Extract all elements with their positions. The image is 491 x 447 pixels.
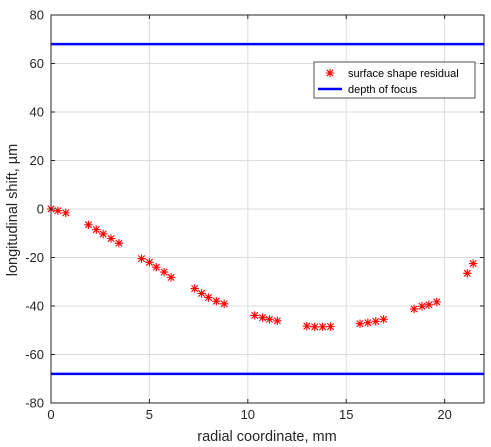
y-tick-label: 0: [37, 202, 44, 217]
data-point: [371, 317, 380, 326]
data-point: [84, 220, 93, 229]
data-point: [190, 284, 199, 293]
x-tick-label: 5: [146, 407, 153, 422]
data-point: [409, 304, 419, 314]
data-point: [417, 302, 427, 311]
x-tick-label: 0: [47, 407, 54, 422]
data-point: [166, 273, 176, 282]
data-point: [137, 254, 146, 263]
data-point: [302, 321, 312, 331]
data-point: [145, 258, 154, 267]
data-point: [53, 206, 63, 215]
y-tick-labels: -80 -60 -40 -20 0 20 40 60 80: [25, 8, 44, 411]
y-tick-label: -20: [25, 250, 44, 265]
legend-star-marker: [325, 68, 335, 78]
x-tick-label: 15: [339, 407, 353, 422]
y-tick-label: 60: [30, 56, 44, 71]
data-point: [355, 319, 365, 328]
axis-ticks: [50, 14, 484, 404]
data-point: [204, 293, 213, 302]
x-tick-label: 20: [437, 407, 451, 422]
data-point: [159, 267, 169, 277]
data-point: [265, 315, 274, 324]
data-point: [250, 311, 259, 320]
data-point: [197, 289, 206, 298]
data-point: [379, 315, 388, 324]
legend-label-surface-shape-residual: surface shape residual: [348, 68, 459, 80]
data-point: [318, 322, 327, 332]
data-point: [212, 296, 221, 306]
data-point: [363, 318, 373, 327]
x-tick-label: 10: [241, 407, 255, 422]
depth-of-focus-lines: [51, 42, 484, 376]
legend-label-depth-of-focus: depth of focus: [348, 84, 418, 96]
data-point: [463, 269, 472, 278]
data-point: [432, 297, 441, 307]
data-point: [220, 299, 229, 309]
data-point: [114, 238, 124, 248]
data-point: [61, 208, 70, 218]
data-point: [273, 316, 282, 325]
legend-marker-surface-shape-residual: [325, 68, 335, 78]
data-point: [106, 234, 116, 243]
data-point: [92, 225, 101, 234]
y-tick-label: -40: [25, 299, 44, 314]
data-point: [326, 322, 335, 331]
data-point: [258, 313, 267, 322]
y-axis-label: longitudinal shift, µm: [5, 144, 21, 276]
data-point: [98, 229, 108, 239]
y-tick-label: 80: [30, 8, 44, 23]
legend: surface shape residual depth of focus: [313, 61, 476, 99]
y-tick-label: 20: [30, 153, 44, 168]
y-tick-label: -60: [25, 347, 44, 362]
data-point: [468, 259, 478, 268]
data-point: [310, 322, 319, 332]
legend-box: [313, 61, 476, 99]
data-point: [152, 263, 161, 272]
x-axis-label: radial coordinate, mm: [197, 429, 336, 445]
x-tick-labels: 0 5 10 15 20: [47, 407, 451, 422]
data-point: [424, 300, 434, 309]
y-tick-label: -80: [25, 396, 44, 411]
y-tick-label: 40: [30, 105, 44, 120]
